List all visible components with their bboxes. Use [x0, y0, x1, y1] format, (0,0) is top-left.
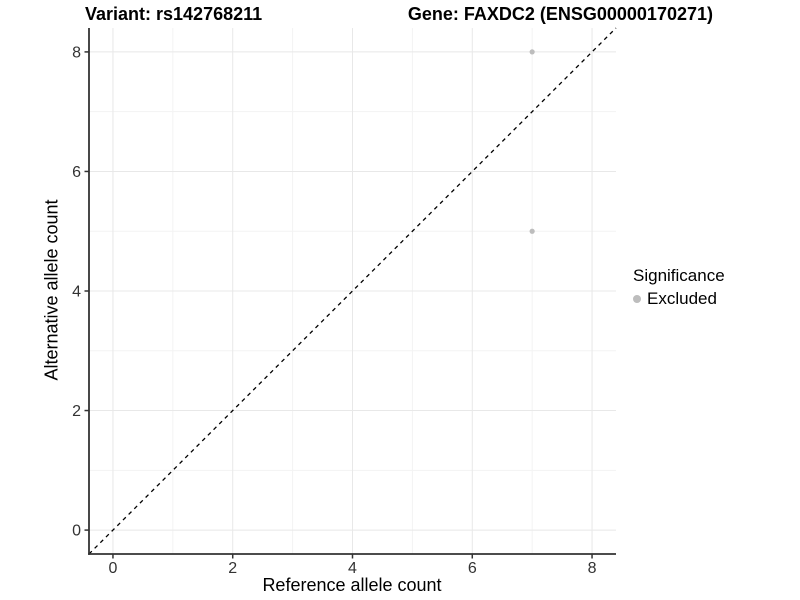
data-point	[529, 49, 535, 55]
legend-item-label: Excluded	[647, 289, 717, 308]
x-axis-title: Reference allele count	[262, 575, 442, 595]
legend-item-excluded: Excluded	[633, 289, 725, 309]
y-tick-label: 6	[72, 164, 81, 181]
legend: Significance Excluded	[633, 265, 725, 309]
legend-point-icon	[633, 295, 641, 303]
plot-title-gene: Gene: FAXDC2 (ENSG00000170271)	[407, 4, 713, 24]
plot-title-variant: Variant: rs142768211	[85, 4, 263, 24]
x-tick-label: 4	[348, 560, 357, 577]
x-tick-label: 6	[468, 560, 477, 577]
y-tick-label: 2	[72, 403, 81, 420]
y-tick-label: 8	[72, 45, 81, 62]
legend-title: Significance	[633, 266, 725, 285]
x-tick-label: 8	[588, 560, 597, 577]
y-tick-label: 0	[72, 523, 81, 540]
data-point	[529, 228, 535, 234]
plot-title: Variant: rs142768211 Gene: FAXDC2 (ENSG0…	[85, 4, 713, 25]
y-tick-label: 4	[72, 284, 81, 301]
x-tick-label: 0	[109, 560, 118, 577]
y-axis-title: Alternative allele count	[41, 199, 62, 381]
x-tick-label: 2	[228, 560, 237, 577]
